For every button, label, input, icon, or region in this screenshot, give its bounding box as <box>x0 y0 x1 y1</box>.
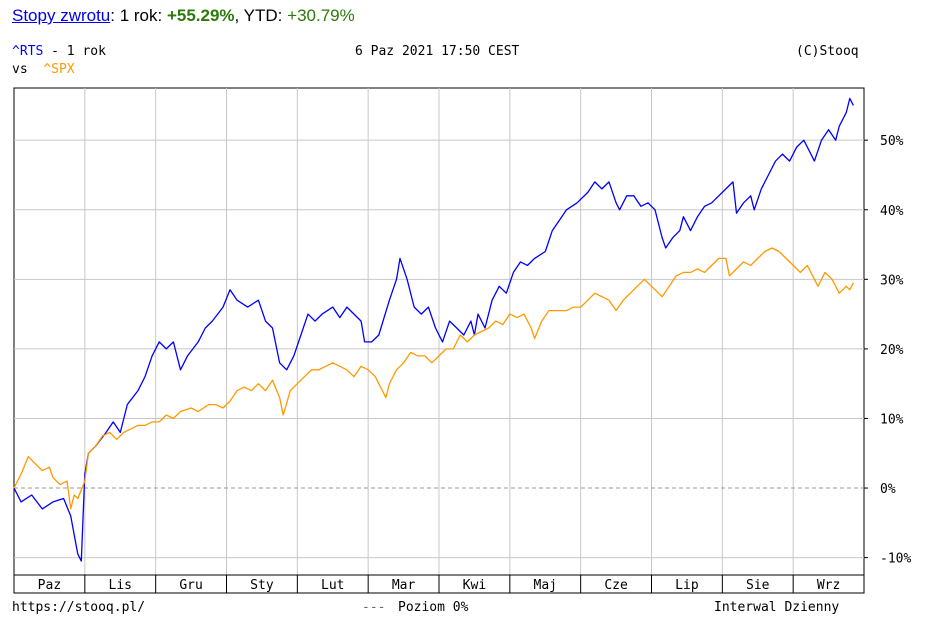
x-tick-label: Wrz <box>817 578 840 593</box>
y-tick-label: 50% <box>880 134 904 149</box>
y-tick-label: 30% <box>880 273 904 288</box>
footer-url: https://stooq.pl/ <box>12 600 146 615</box>
zero-legend-label: Poziom 0% <box>398 600 469 615</box>
y-tick-label: 40% <box>880 204 904 219</box>
symbol-main: ^RTS <box>12 44 44 59</box>
ytd-label: , YTD: <box>234 6 288 25</box>
period-label: : 1 rok: <box>110 6 167 25</box>
chart-copyright: (C)Stooq <box>796 44 859 59</box>
chart-datetime: 6 Paz 2021 17:50 CEST <box>355 44 520 59</box>
x-tick-label: Gru <box>179 578 202 593</box>
series-line-rts <box>13 97 854 562</box>
x-tick-label: Lut <box>321 578 344 593</box>
period-return-value: +55.29% <box>166 6 235 25</box>
compare-row: vs ^SPX <box>12 62 75 77</box>
x-tick-label: Maj <box>534 578 557 593</box>
vs-label: vs <box>12 62 28 77</box>
x-tick-label: Paz <box>38 578 61 593</box>
returns-summary: Stopy zwrotu: 1 rok: +55.29%, YTD: +30.7… <box>12 6 355 26</box>
x-tick-label: Kwi <box>463 578 486 593</box>
x-tick-label: Lip <box>675 578 699 593</box>
x-tick-label: Mar <box>392 578 416 593</box>
series-line-spx <box>13 247 854 510</box>
y-tick-label: 20% <box>880 343 904 358</box>
x-tick-label: Sty <box>250 578 274 593</box>
zero-legend-dash: --- <box>362 600 386 615</box>
chart-period: - 1 rok <box>43 44 106 59</box>
ytd-return-value: +30.79% <box>287 6 355 25</box>
y-tick-label: 10% <box>880 412 904 427</box>
interval-label: Interwal Dzienny <box>714 600 840 615</box>
y-tick-label: 0% <box>880 482 896 497</box>
x-tick-label: Lis <box>109 578 132 593</box>
x-tick-label: Sie <box>746 578 770 593</box>
returns-link[interactable]: Stopy zwrotu <box>12 6 111 25</box>
x-tick-label: Cze <box>604 578 628 593</box>
symbol-compare: ^SPX <box>43 62 75 77</box>
chart-symbol-row: ^RTS - 1 rok <box>12 44 106 59</box>
y-tick-label: -10% <box>880 552 911 567</box>
